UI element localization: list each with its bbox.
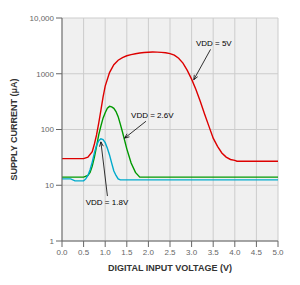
svg-text:4.5: 4.5	[251, 248, 263, 257]
svg-text:1: 1	[50, 237, 55, 246]
svg-text:1.0: 1.0	[100, 248, 112, 257]
svg-text:1000: 1000	[36, 70, 54, 79]
svg-text:100: 100	[41, 125, 55, 134]
svg-text:0.0: 0.0	[56, 248, 68, 257]
svg-text:VDD = 2.6V: VDD = 2.6V	[131, 111, 174, 120]
svg-text:DIGITAL INPUT VOLTAGE (V): DIGITAL INPUT VOLTAGE (V)	[108, 263, 232, 273]
svg-text:4.0: 4.0	[229, 248, 241, 257]
svg-text:0.5: 0.5	[78, 248, 90, 257]
svg-text:VDD = 1.8V: VDD = 1.8V	[86, 198, 129, 207]
svg-text:3.0: 3.0	[186, 248, 198, 257]
svg-text:1.5: 1.5	[121, 248, 133, 257]
svg-text:3.5: 3.5	[208, 248, 220, 257]
svg-text:2.0: 2.0	[143, 248, 155, 257]
svg-text:10,000: 10,000	[30, 14, 55, 23]
svg-text:10: 10	[45, 181, 54, 190]
svg-text:SUPPLY CURRENT (μA): SUPPLY CURRENT (μA)	[9, 78, 19, 180]
svg-text:VDD = 5V: VDD = 5V	[196, 39, 232, 48]
svg-text:5.0: 5.0	[272, 248, 284, 257]
svg-text:2.5: 2.5	[164, 248, 176, 257]
